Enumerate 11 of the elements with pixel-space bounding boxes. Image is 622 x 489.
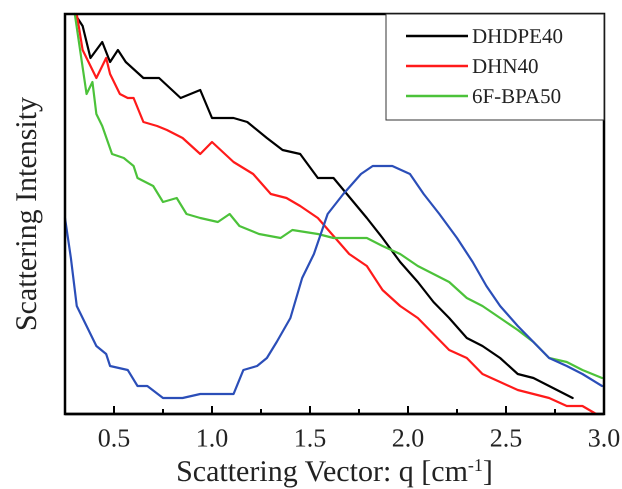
legend-label: 6F-BPA50 [472, 84, 562, 108]
legend-label: DHN40 [472, 54, 538, 78]
y-axis-title: Scattering Intensity [10, 96, 43, 332]
x-tick-label: 2.5 [490, 423, 522, 452]
x-tick-label: 0.5 [98, 423, 130, 452]
text: 3.0 [588, 423, 620, 452]
legend-label: DHDPE40 [472, 24, 564, 48]
text: 1.0 [196, 423, 228, 452]
x-axis-title: Scattering Vector: q [cm$^{-1}$] [176, 455, 493, 488]
x-tick-label: 1.5 [294, 423, 326, 452]
text: 2.0 [392, 423, 424, 452]
